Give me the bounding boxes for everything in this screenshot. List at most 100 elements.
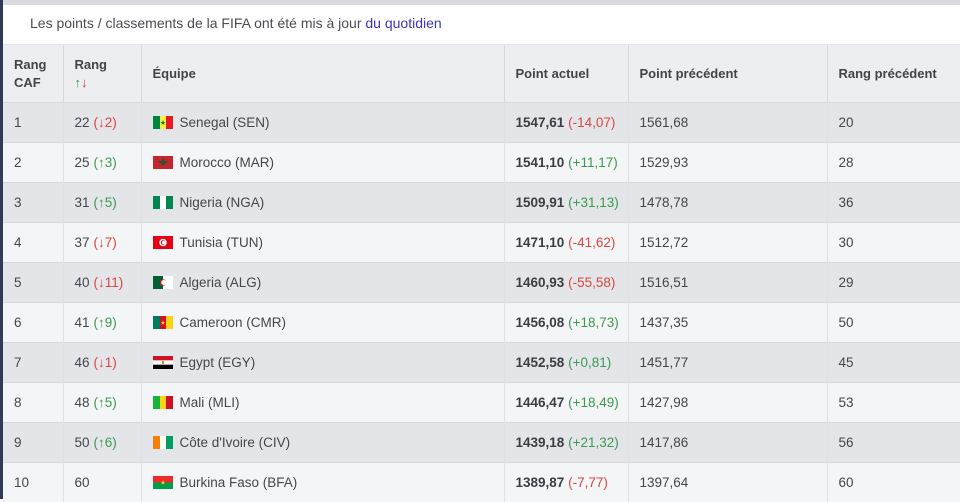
civ-flag-icon bbox=[153, 436, 173, 449]
team-name: Mali (MLI) bbox=[180, 395, 240, 410]
col-previous-rank[interactable]: Rang précédent bbox=[827, 45, 960, 103]
cmr-flag-icon bbox=[153, 316, 173, 329]
current-points-cell: 1446,47 (+18,49) bbox=[504, 383, 628, 423]
rank-change: (↓2) bbox=[94, 115, 117, 130]
rank-cell: 22(↓2) bbox=[63, 103, 141, 143]
previous-points-cell: 1417,86 bbox=[628, 423, 827, 463]
points-change: (+21,32) bbox=[568, 435, 619, 450]
sort-down-icon[interactable]: ↓ bbox=[81, 75, 88, 90]
points-change: (+18,73) bbox=[568, 315, 619, 330]
rank-cell: 60 bbox=[63, 463, 141, 502]
mli-flag-icon bbox=[153, 396, 173, 409]
rank-change: (↑9) bbox=[94, 315, 117, 330]
col-previous-points[interactable]: Point précédent bbox=[628, 45, 827, 103]
current-points-cell: 1547,61 (-14,07) bbox=[504, 103, 628, 143]
current-points-cell: 1509,91 (+31,13) bbox=[504, 183, 628, 223]
rank-cell: 41(↑9) bbox=[63, 303, 141, 343]
rank-cell: 25(↑3) bbox=[63, 143, 141, 183]
previous-rank-cell: 20 bbox=[827, 103, 960, 143]
rank-cell: 37(↓7) bbox=[63, 223, 141, 263]
team-name: Algeria (ALG) bbox=[180, 275, 262, 290]
caf-rank-cell: 6 bbox=[3, 303, 63, 343]
previous-points-cell: 1437,35 bbox=[628, 303, 827, 343]
team-name: Burkina Faso (BFA) bbox=[180, 475, 298, 490]
previous-points-cell: 1397,64 bbox=[628, 463, 827, 502]
points-change: (-41,62) bbox=[568, 235, 615, 250]
col-rank[interactable]: Rang↑↓ bbox=[63, 45, 141, 103]
caf-rank-cell: 9 bbox=[3, 423, 63, 463]
rank-change: (↓11) bbox=[94, 275, 124, 290]
previous-points-cell: 1512,72 bbox=[628, 223, 827, 263]
previous-points-cell: 1516,51 bbox=[628, 263, 827, 303]
rank-cell: 46(↓1) bbox=[63, 343, 141, 383]
caf-rank-cell: 10 bbox=[3, 463, 63, 502]
current-points-cell: 1452,58 (+0,81) bbox=[504, 343, 628, 383]
update-notice: Les points / classements de la FIFA ont … bbox=[30, 15, 442, 31]
top-border bbox=[0, 0, 960, 5]
team-name: Egypt (EGY) bbox=[180, 355, 256, 370]
current-points-cell: 1389,87 (-7,77) bbox=[504, 463, 628, 502]
previous-points-cell: 1561,68 bbox=[628, 103, 827, 143]
previous-rank-cell: 50 bbox=[827, 303, 960, 343]
nga-flag-icon bbox=[153, 196, 173, 209]
previous-rank-cell: 53 bbox=[827, 383, 960, 423]
previous-points-cell: 1427,98 bbox=[628, 383, 827, 423]
points-change: (+11,17) bbox=[568, 155, 618, 170]
rank-cell: 48(↑5) bbox=[63, 383, 141, 423]
team-name: Cameroon (CMR) bbox=[180, 315, 287, 330]
team-cell: Tunisia (TUN) bbox=[141, 223, 504, 263]
team-cell: Algeria (ALG) bbox=[141, 263, 504, 303]
col-current-points[interactable]: Point actuel bbox=[504, 45, 628, 103]
previous-rank-cell: 60 bbox=[827, 463, 960, 502]
points-change: (-14,07) bbox=[568, 115, 615, 130]
points-change: (+0,81) bbox=[568, 355, 611, 370]
team-cell: Senegal (SEN) bbox=[141, 103, 504, 143]
daily-link[interactable]: du quotidien bbox=[365, 15, 441, 31]
notice-text: Les points / classements de la FIFA ont … bbox=[30, 15, 365, 31]
points-change: (+18,49) bbox=[568, 395, 619, 410]
current-points-cell: 1439,18 (+21,32) bbox=[504, 423, 628, 463]
team-name: Morocco (MAR) bbox=[180, 155, 275, 170]
previous-rank-cell: 30 bbox=[827, 223, 960, 263]
team-name: Nigeria (NGA) bbox=[180, 195, 265, 210]
team-cell: Côte d'Ivoire (CIV) bbox=[141, 423, 504, 463]
rank-change: (↓7) bbox=[94, 235, 117, 250]
rank-change: (↓1) bbox=[94, 355, 117, 370]
rank-cell: 31(↑5) bbox=[63, 183, 141, 223]
mar-flag-icon bbox=[153, 156, 173, 169]
team-cell: Egypt (EGY) bbox=[141, 343, 504, 383]
previous-points-cell: 1478,78 bbox=[628, 183, 827, 223]
team-cell: Morocco (MAR) bbox=[141, 143, 504, 183]
col-team[interactable]: Équipe bbox=[141, 45, 504, 103]
current-points-cell: 1471,10 (-41,62) bbox=[504, 223, 628, 263]
previous-points-cell: 1529,93 bbox=[628, 143, 827, 183]
team-cell: Burkina Faso (BFA) bbox=[141, 463, 504, 502]
team-cell: Nigeria (NGA) bbox=[141, 183, 504, 223]
bfa-flag-icon bbox=[153, 476, 173, 489]
caf-rank-cell: 8 bbox=[3, 383, 63, 423]
sen-flag-icon bbox=[153, 116, 173, 129]
caf-rank-cell: 4 bbox=[3, 223, 63, 263]
points-change: (-7,77) bbox=[568, 475, 608, 490]
previous-rank-cell: 28 bbox=[827, 143, 960, 183]
caf-rank-cell: 5 bbox=[3, 263, 63, 303]
current-points-cell: 1456,08 (+18,73) bbox=[504, 303, 628, 343]
current-points-cell: 1541,10 (+11,17) bbox=[504, 143, 628, 183]
egy-flag-icon bbox=[153, 356, 173, 369]
previous-rank-cell: 56 bbox=[827, 423, 960, 463]
caf-rank-cell: 1 bbox=[3, 103, 63, 143]
points-change: (+31,13) bbox=[568, 195, 619, 210]
